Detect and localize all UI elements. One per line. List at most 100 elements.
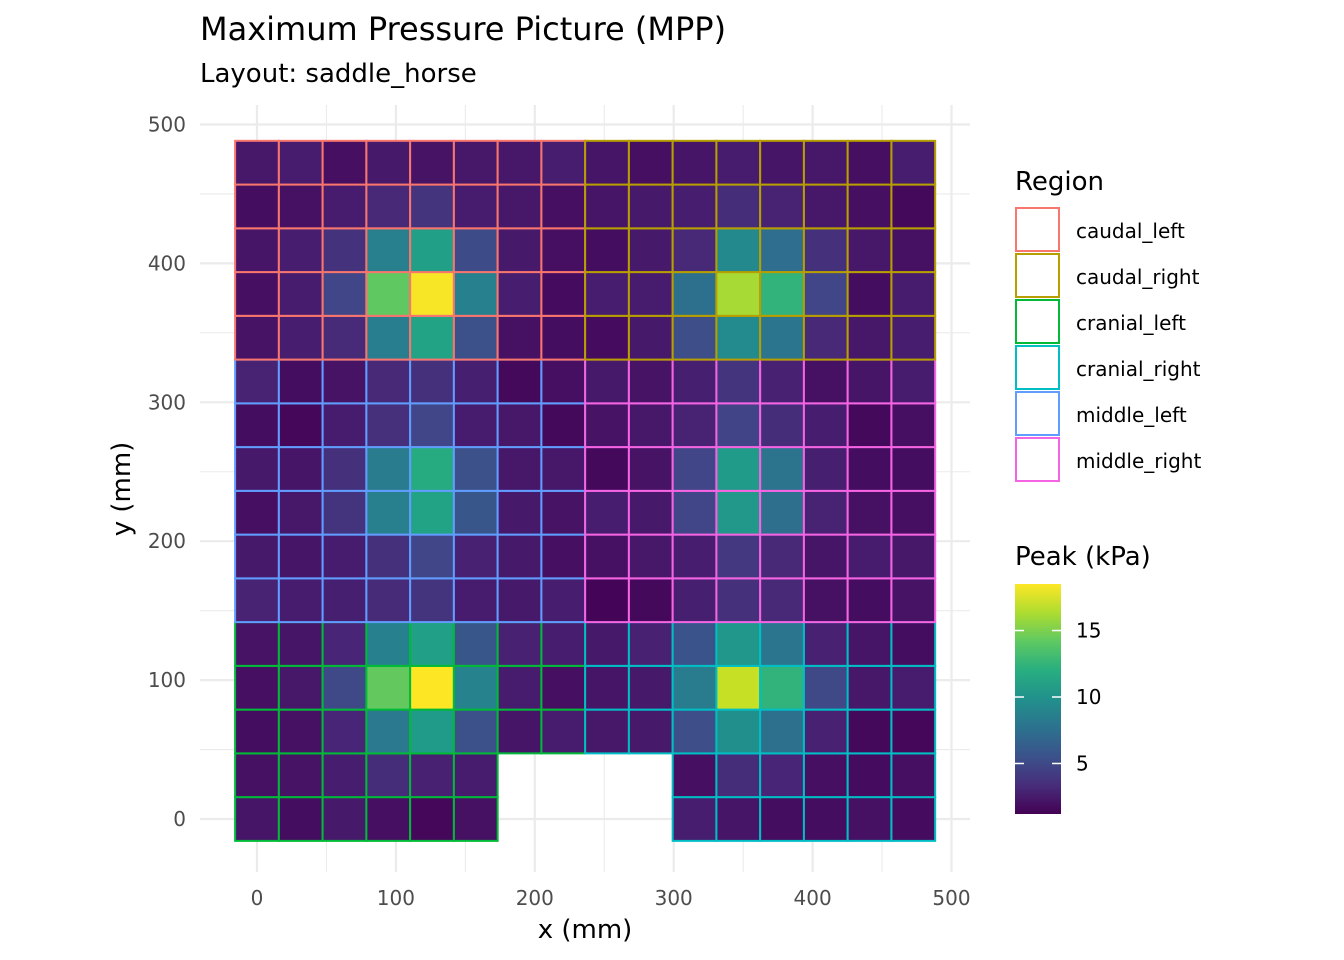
colorbar-tick-label: 15 bbox=[1076, 619, 1101, 643]
heatmap-cell bbox=[540, 664, 587, 711]
heatmap-cell bbox=[802, 621, 849, 667]
heatmap-cell bbox=[321, 446, 368, 492]
heatmap-cell bbox=[715, 621, 762, 667]
heatmap-cell bbox=[627, 489, 674, 536]
heatmap-cell bbox=[671, 271, 718, 317]
heatmap-cell bbox=[365, 533, 412, 580]
heatmap-cell bbox=[277, 446, 324, 492]
heatmap-cell bbox=[890, 227, 937, 274]
heatmap-cell bbox=[452, 621, 499, 667]
heatmap-cell bbox=[584, 577, 630, 624]
heatmap-cell bbox=[496, 227, 543, 274]
heatmap-cell bbox=[452, 446, 499, 492]
heatmap-cell bbox=[452, 183, 499, 230]
heatmap-cell bbox=[409, 358, 455, 405]
heatmap-cell bbox=[452, 708, 499, 755]
heatmap-cell bbox=[321, 139, 368, 186]
heatmap-cell bbox=[627, 183, 674, 230]
heatmap-cell bbox=[234, 664, 280, 711]
heatmap-cell bbox=[496, 577, 543, 624]
heatmap-cell bbox=[890, 358, 937, 405]
heatmap-cell bbox=[846, 796, 893, 842]
heatmap-cell bbox=[452, 402, 499, 449]
heatmap-cell bbox=[627, 664, 674, 711]
heatmap-cell bbox=[277, 227, 324, 274]
heatmap-cell bbox=[627, 139, 674, 186]
heatmap-cell bbox=[277, 183, 324, 230]
heatmap-cell bbox=[321, 796, 368, 842]
heatmap-cell bbox=[715, 314, 762, 361]
heatmap-cell bbox=[715, 271, 762, 317]
heatmap-cell bbox=[496, 271, 543, 317]
heatmap-cell bbox=[846, 621, 893, 667]
heatmap-cell bbox=[452, 533, 499, 580]
heatmap-cell bbox=[671, 533, 718, 580]
x-tick-label: 200 bbox=[516, 886, 554, 910]
heatmap-cell bbox=[671, 358, 718, 405]
heatmap-cell bbox=[365, 314, 412, 361]
region-legend-key bbox=[1015, 391, 1060, 436]
heatmap-cell bbox=[409, 708, 455, 755]
heatmap-cell bbox=[409, 271, 455, 317]
x-tick-label: 100 bbox=[377, 886, 415, 910]
heatmap-cell bbox=[802, 227, 849, 274]
heatmap-cell bbox=[365, 271, 412, 317]
fill-legend-ticks: 5 10 15 bbox=[1015, 619, 1101, 775]
heatmap-cell bbox=[802, 446, 849, 492]
heatmap-cell bbox=[627, 708, 674, 755]
region-legend-key bbox=[1015, 299, 1060, 344]
heatmap-cell bbox=[365, 708, 412, 755]
heatmap-cell bbox=[890, 183, 937, 230]
heatmap-cell bbox=[321, 533, 368, 580]
heatmap-cell bbox=[759, 489, 805, 536]
heatmap-cell bbox=[234, 533, 280, 580]
heatmap-cell bbox=[890, 796, 937, 842]
heatmap-cell bbox=[540, 621, 587, 667]
heatmap-cell bbox=[584, 533, 630, 580]
region-legend: caudal_left caudal_right cranial_leftcrani… bbox=[1015, 207, 1201, 482]
heatmap-cell bbox=[452, 577, 499, 624]
heatmap-cell bbox=[759, 708, 805, 755]
heatmap-cell bbox=[627, 314, 674, 361]
heatmap-cell bbox=[890, 271, 937, 317]
heatmap-cell bbox=[584, 139, 630, 186]
heatmap-cell bbox=[277, 752, 324, 799]
heatmap-cell bbox=[584, 227, 630, 274]
heatmap-cell bbox=[846, 402, 893, 449]
region-legend-label: caudal_right bbox=[1076, 265, 1200, 289]
heatmap-cell bbox=[715, 664, 762, 711]
heatmap-cell bbox=[627, 621, 674, 667]
chart-subtitle: Layout: saddle_horse bbox=[200, 59, 477, 89]
heatmap-cell bbox=[759, 533, 805, 580]
heatmap-cell bbox=[802, 796, 849, 842]
heatmap-cell bbox=[496, 139, 543, 186]
heatmap-cell bbox=[321, 664, 368, 711]
heatmap-cell bbox=[540, 708, 587, 755]
heatmap-cell bbox=[671, 402, 718, 449]
heatmap-cell bbox=[846, 183, 893, 230]
heatmap-cell bbox=[540, 577, 587, 624]
heatmap-cell bbox=[409, 533, 455, 580]
region-legend-label: cranial_right bbox=[1076, 357, 1201, 381]
heatmap-cell bbox=[759, 227, 805, 274]
heatmap-cell bbox=[802, 402, 849, 449]
heatmap-cell bbox=[802, 489, 849, 536]
heatmap-cell bbox=[540, 533, 587, 580]
heatmap-cell bbox=[715, 227, 762, 274]
heatmap-cell bbox=[452, 271, 499, 317]
heatmap-cell bbox=[277, 489, 324, 536]
colorbar-tick-label: 5 bbox=[1076, 751, 1089, 775]
heatmap-cell bbox=[234, 489, 280, 536]
heatmap-cell bbox=[671, 314, 718, 361]
y-tick-label: 200 bbox=[148, 529, 186, 553]
heatmap-cell bbox=[802, 183, 849, 230]
y-tick-label: 300 bbox=[148, 390, 186, 414]
heatmap-cell bbox=[496, 402, 543, 449]
heatmap-cell bbox=[365, 183, 412, 230]
heatmap-cell bbox=[890, 314, 937, 361]
heatmap-cell bbox=[584, 621, 630, 667]
heatmap-cell bbox=[802, 271, 849, 317]
heatmap-cell bbox=[234, 577, 280, 624]
heatmap-cell bbox=[321, 183, 368, 230]
